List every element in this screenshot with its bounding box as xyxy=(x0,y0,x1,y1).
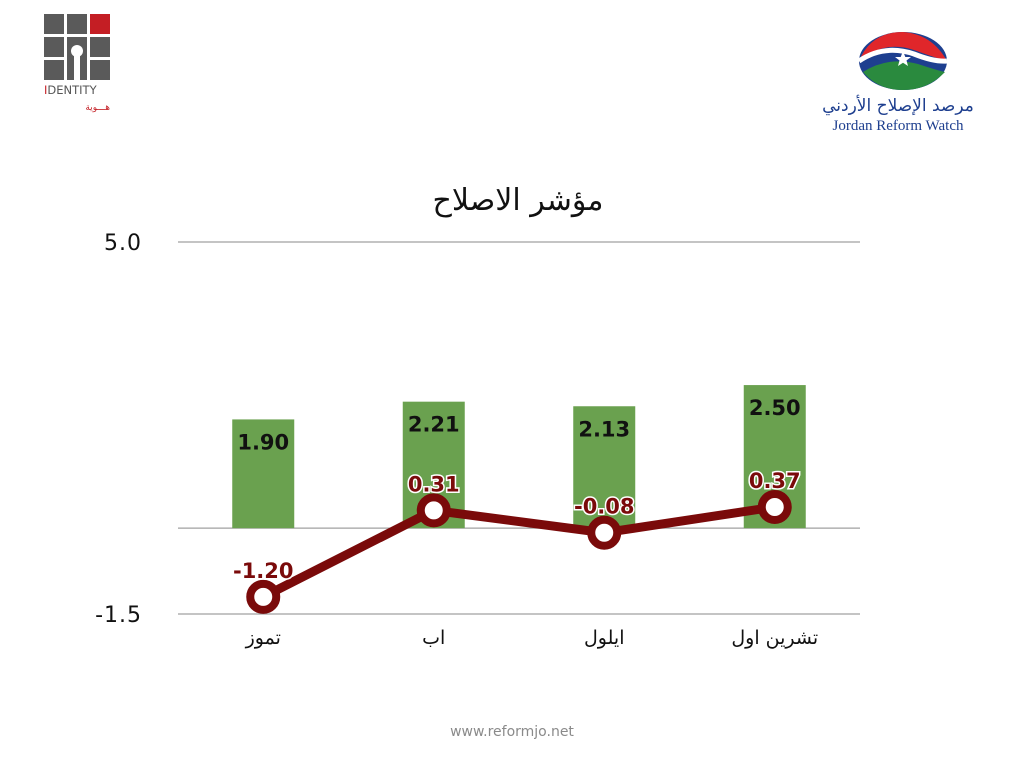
bar xyxy=(232,419,295,529)
chart-title: مؤشر الاصلاح xyxy=(433,183,604,218)
line-point xyxy=(246,579,281,614)
x-tick-label: تشرين اول xyxy=(731,627,818,649)
line-data-label: 0.31 xyxy=(408,472,460,496)
reform-watch-english: Jordan Reform Watch xyxy=(832,118,964,134)
bar-data-label: 2.50 xyxy=(749,396,801,420)
x-tick-label: اب xyxy=(422,627,445,649)
line-data-label: -0.08 xyxy=(574,495,635,519)
line-data-label: 0.37 xyxy=(749,469,801,493)
series-line xyxy=(261,502,776,601)
line-point xyxy=(416,493,451,528)
footer-url: www.reformjo.net xyxy=(450,724,574,740)
y-tick-label: 5.0 xyxy=(104,231,142,256)
line-data-label: -1.20 xyxy=(233,559,294,583)
bar-data-label: 2.13 xyxy=(578,417,630,441)
svg-text:IDENTITY: IDENTITY xyxy=(44,83,98,97)
identity-logo-prefix: I xyxy=(44,83,47,97)
identity-logo-rest: DENTITY xyxy=(47,83,97,97)
x-tick-label: تموز xyxy=(245,627,281,649)
bar-data-label: 1.90 xyxy=(237,430,289,454)
identity-logo-arabic: هـــوية xyxy=(85,103,110,113)
identity-logo: IDENTITY هـــوية xyxy=(44,14,110,113)
y-tick-label: -1.5 xyxy=(95,603,142,628)
bar xyxy=(573,406,636,529)
line-point xyxy=(587,515,622,550)
reform-watch-arabic: مرصد الإصلاح الأردني xyxy=(822,96,974,116)
line-point xyxy=(757,489,792,524)
reform-watch-emblem xyxy=(857,32,948,90)
x-tick-label: ايلول xyxy=(584,627,624,649)
bar-data-label: 2.21 xyxy=(408,413,460,437)
reform-watch-logo: مرصد الإصلاح الأردني Jordan Reform Watch xyxy=(818,30,988,140)
